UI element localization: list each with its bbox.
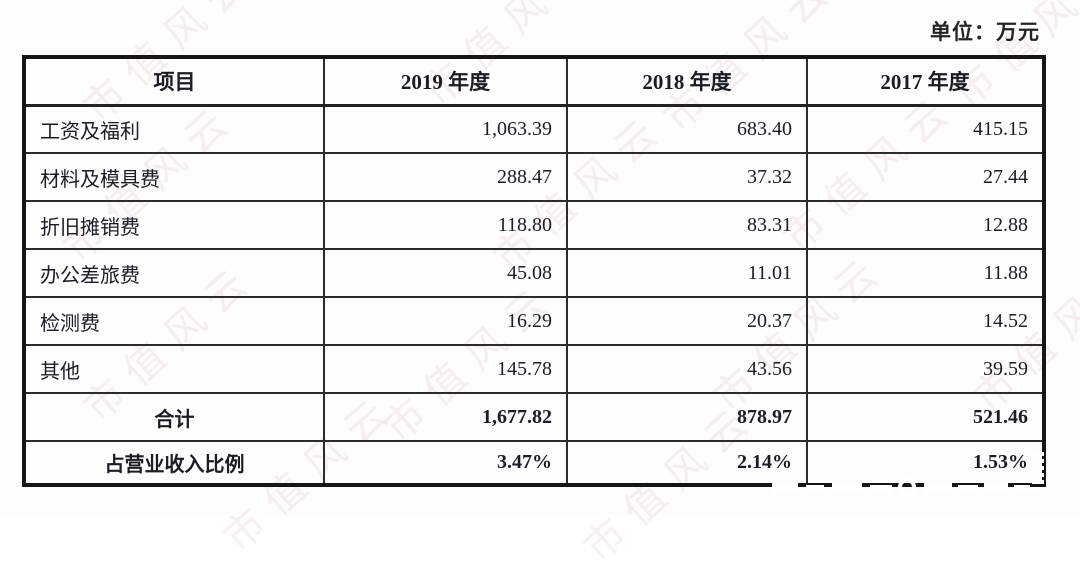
- cell-value: 878.97: [566, 392, 808, 442]
- cell-value: 683.40: [566, 104, 808, 154]
- table-row: 其他 145.78 43.56 39.59: [23, 344, 1045, 394]
- cell-value: 37.32: [566, 152, 808, 202]
- row-label: 工资及福利: [23, 104, 325, 154]
- cell-value: 14.52: [806, 296, 1045, 346]
- column-header-2018: 2018 年度: [566, 56, 808, 107]
- cell-value: 27.44: [806, 152, 1045, 202]
- row-label: 占营业收入比例: [23, 440, 325, 486]
- row-label: 其他: [23, 344, 325, 394]
- table-row-revenue-ratio: 占营业收入比例 3.47% 2.14% 1.53%: [23, 440, 1045, 486]
- row-label: 检测费: [23, 296, 325, 346]
- cell-value: 11.88: [806, 248, 1045, 298]
- table-row-total: 合计 1,677.82 878.97 521.46: [23, 392, 1045, 442]
- cell-value: 11.01: [566, 248, 808, 298]
- row-label: 办公差旅费: [23, 248, 325, 298]
- table-header-row: 项目 2019 年度 2018 年度 2017 年度: [23, 56, 1045, 107]
- table-row: 折旧摊销费 118.80 83.31 12.88: [23, 200, 1045, 250]
- column-header-item: 项目: [23, 56, 325, 107]
- cell-value: 3.47%: [323, 440, 568, 486]
- table-row: 材料及模具费 288.47 37.32 27.44: [23, 152, 1045, 202]
- cell-value: 288.47: [323, 152, 568, 202]
- cell-value: 1.53%: [806, 440, 1045, 486]
- cell-value: 415.15: [806, 104, 1045, 154]
- cell-value: 2.14%: [566, 440, 808, 486]
- table-row: 检测费 16.29 20.37 14.52: [23, 296, 1045, 346]
- cell-value: 83.31: [566, 200, 808, 250]
- column-header-2019: 2019 年度: [323, 56, 568, 107]
- expense-table: 项目 2019 年度 2018 年度 2017 年度 工资及福利 1,063.3…: [22, 55, 1046, 487]
- cell-value: 118.80: [323, 200, 568, 250]
- cell-value: 12.88: [806, 200, 1045, 250]
- document-page: 市值风云 市值风云 市值风云 市值风云 市值风云 市值风云 市值风云 市值风云 …: [22, 0, 1080, 571]
- cell-value: 16.29: [323, 296, 568, 346]
- table-row: 工资及福利 1,063.39 683.40 415.15: [23, 104, 1045, 154]
- cell-value: 45.08: [323, 248, 568, 298]
- cell-value: 521.46: [806, 392, 1045, 442]
- unit-label: 单位：万元: [930, 20, 1040, 44]
- row-label: 合计: [23, 392, 325, 442]
- cell-value: 1,063.39: [323, 104, 568, 154]
- cell-value: 145.78: [323, 344, 568, 394]
- cell-value: 43.56: [566, 344, 808, 394]
- cell-value: 1,677.82: [323, 392, 568, 442]
- row-label: 折旧摊销费: [23, 200, 325, 250]
- table-row: 办公差旅费 45.08 11.01 11.88: [23, 248, 1045, 298]
- cell-value: 39.59: [806, 344, 1045, 394]
- row-label: 材料及模具费: [23, 152, 325, 202]
- cell-value: 20.37: [566, 296, 808, 346]
- column-header-2017: 2017 年度: [806, 56, 1045, 107]
